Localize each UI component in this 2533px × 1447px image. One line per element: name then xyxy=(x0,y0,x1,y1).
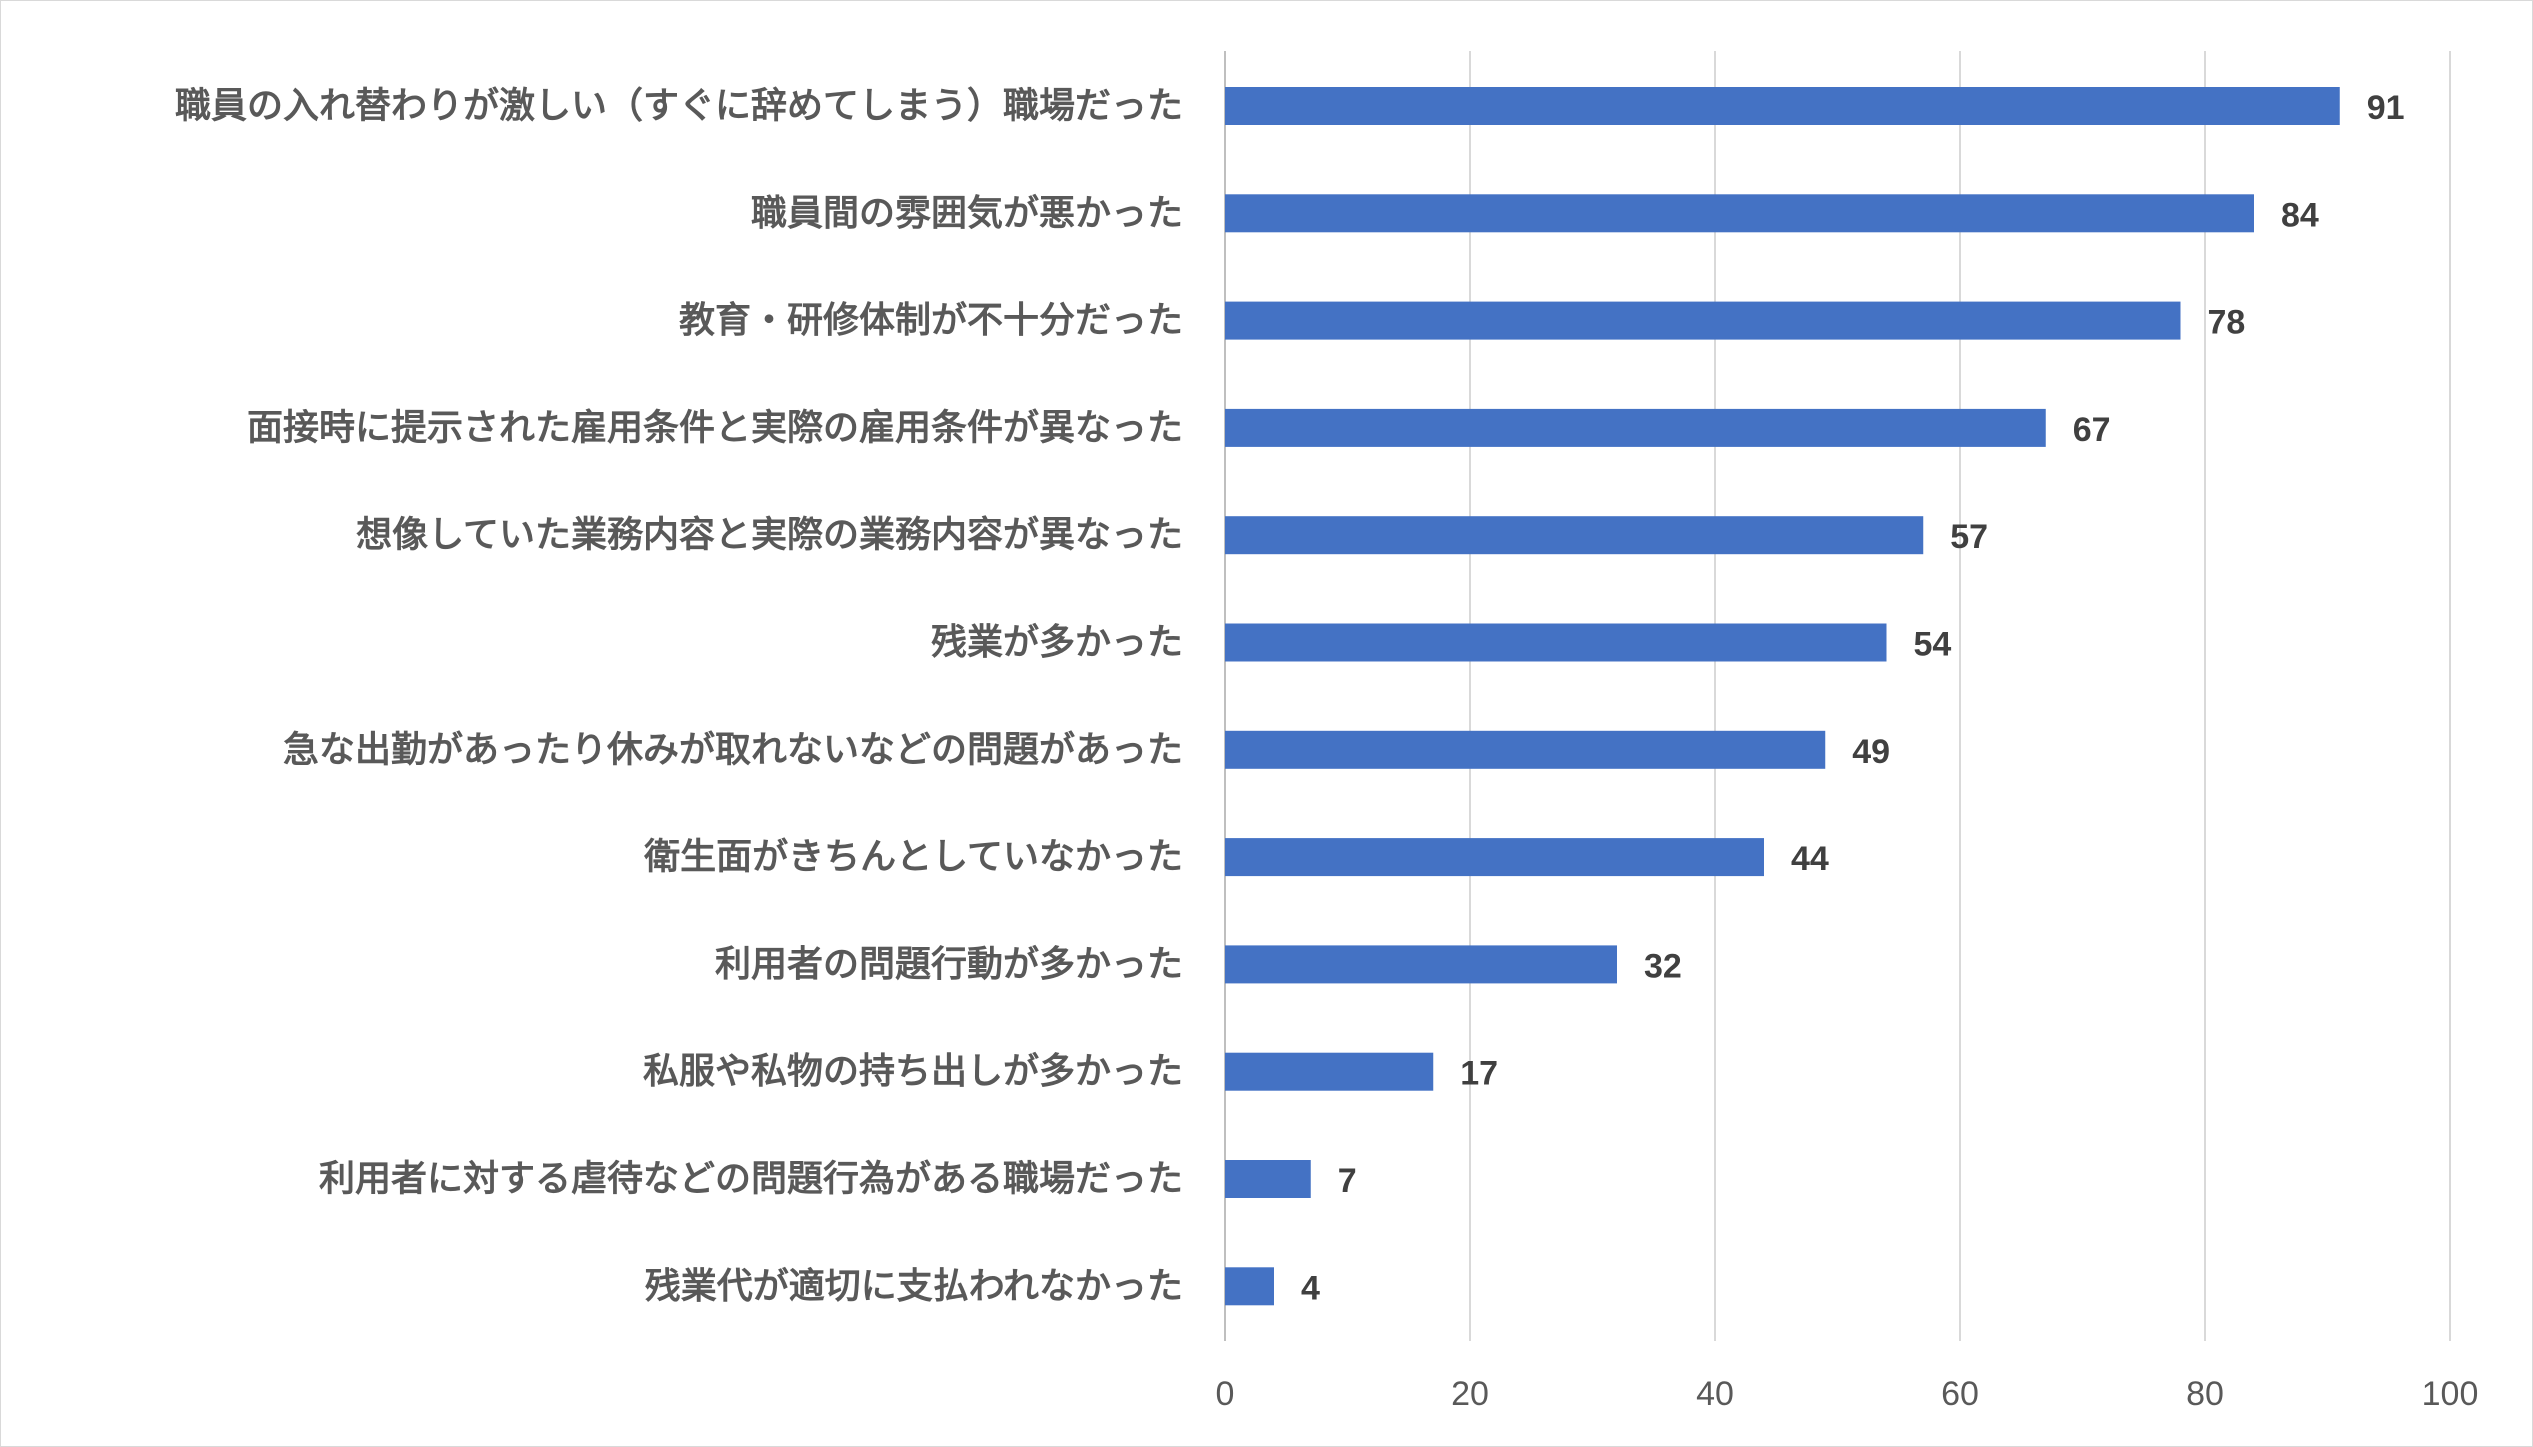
category-label: 面接時に提示された雇用条件と実際の雇用条件が異なった xyxy=(247,407,1183,448)
bar xyxy=(1225,408,2046,447)
category-label: 残業代が適切に支払われなかった xyxy=(645,1266,1183,1307)
bar xyxy=(1225,730,1826,769)
category-label: 職員間の雰囲気が悪かった xyxy=(751,193,1183,234)
labels: 0 20 40 60 80 100 職員の入れ替わりが激しい（すぐに辞めてしまう）職場だった… xyxy=(175,86,2478,1414)
bars xyxy=(1225,87,2340,1306)
data-label: 54 xyxy=(1914,626,1952,664)
category-label: 教育・研修体制が不十分だった xyxy=(679,300,1183,341)
category-label: 利用者の問題行動が多かった xyxy=(715,944,1183,985)
x-tick-label: 20 xyxy=(1451,1375,1489,1413)
data-label: 7 xyxy=(1338,1162,1357,1200)
bar xyxy=(1225,194,2254,233)
data-label: 91 xyxy=(2367,89,2405,127)
x-tick-label: 40 xyxy=(1696,1375,1734,1413)
data-label: 57 xyxy=(1950,518,1988,556)
category-label: 急な出勤があったり休みが取れないなどの問題があった xyxy=(283,729,1183,770)
category-label: 職員の入れ替わりが激しい（すぐに辞めてしまう）職場だった xyxy=(175,86,1183,127)
bar xyxy=(1225,945,1617,984)
bar xyxy=(1225,1052,1434,1091)
bar xyxy=(1225,838,1764,877)
data-label: 32 xyxy=(1644,947,1682,985)
data-label: 49 xyxy=(1852,733,1890,771)
bar xyxy=(1225,516,1924,555)
category-label: 想像していた業務内容と実際の業務内容が異なった xyxy=(356,515,1183,556)
gridlines xyxy=(1224,51,2451,1341)
data-label: 78 xyxy=(2208,304,2246,342)
x-tick-label: 0 xyxy=(1216,1375,1235,1413)
bar xyxy=(1225,301,2181,340)
category-label: 利用者に対する虐待などの問題行為がある職場だった xyxy=(319,1159,1183,1200)
x-tick-label: 60 xyxy=(1941,1375,1979,1413)
data-label: 4 xyxy=(1301,1269,1320,1307)
data-label: 67 xyxy=(2073,411,2111,449)
bar xyxy=(1225,87,2340,125)
data-label: 44 xyxy=(1791,840,1829,878)
category-label: 私服や私物の持ち出しが多かった xyxy=(643,1051,1183,1092)
bar xyxy=(1225,1267,1274,1306)
x-tick-label: 80 xyxy=(2186,1375,2224,1413)
data-label: 84 xyxy=(2281,196,2319,234)
data-label: 17 xyxy=(1460,1055,1498,1093)
bar xyxy=(1225,623,1887,662)
category-label: 残業が多かった xyxy=(931,622,1183,663)
category-label: 衛生面がきちんとしていなかった xyxy=(643,837,1183,878)
x-tick-label: 100 xyxy=(2422,1375,2479,1413)
bar xyxy=(1225,1160,1311,1198)
